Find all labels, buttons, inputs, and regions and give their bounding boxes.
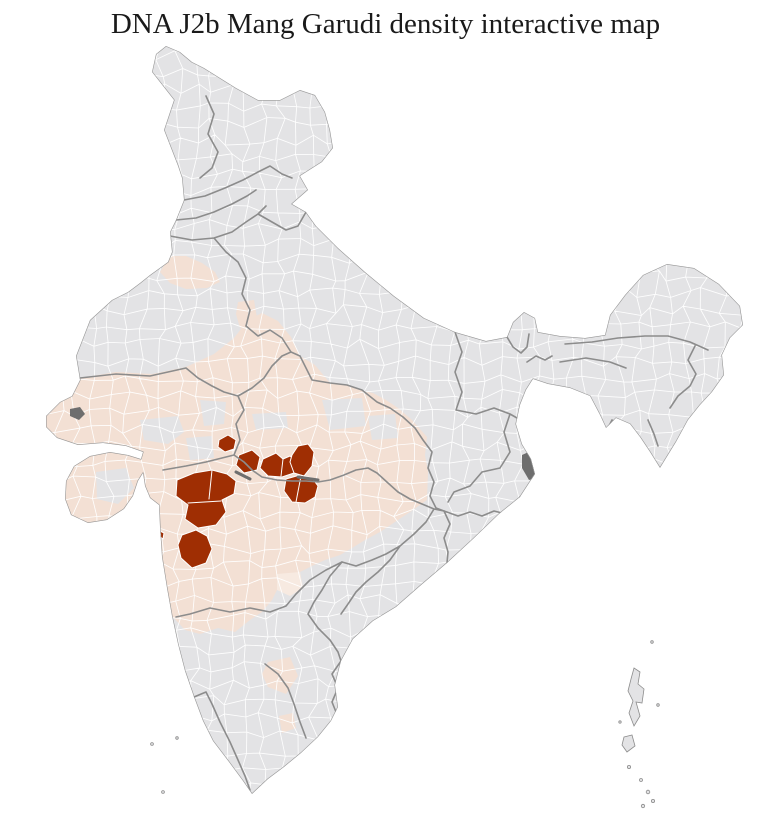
india-outline (46, 46, 743, 794)
high-density-district[interactable] (289, 443, 315, 477)
lakshadweep-islands[interactable] (150, 736, 179, 794)
no-data-district-patch[interactable] (322, 398, 366, 430)
island-dot[interactable] (645, 789, 651, 795)
state-border-central (79, 325, 445, 512)
high-density-district[interactable] (158, 530, 165, 540)
island-dot[interactable] (618, 720, 622, 724)
no-data-district-patch[interactable] (96, 468, 134, 504)
island-dot[interactable] (161, 790, 165, 794)
andaman-south-island[interactable] (621, 734, 636, 753)
island-dot[interactable] (650, 640, 654, 644)
andaman-nicobar-islands[interactable] (618, 640, 660, 809)
high-density-district[interactable] (177, 529, 213, 569)
low-density-patch-tamilnadu[interactable] (279, 713, 296, 733)
rann-of-kutch-marsh (70, 407, 85, 420)
island-dot[interactable] (640, 803, 646, 809)
state-border-thick-segments (234, 470, 320, 482)
no-data-district-patch[interactable] (200, 400, 226, 426)
island-dot[interactable] (656, 703, 660, 707)
high-density-district[interactable] (175, 469, 237, 529)
low-density-patch-agra[interactable] (236, 300, 257, 331)
district-divider-lines (187, 458, 302, 504)
island-dot[interactable] (150, 742, 154, 746)
island-dot[interactable] (651, 799, 656, 804)
island-dot[interactable] (175, 736, 179, 740)
high-density-district[interactable] (235, 449, 261, 474)
high-density-district[interactable] (217, 434, 237, 453)
state-border-east (443, 331, 521, 564)
island-dot[interactable] (639, 778, 643, 782)
high-density-districts[interactable] (158, 434, 319, 569)
low-density-patch-telangana[interactable] (277, 572, 303, 596)
page-title: DNA J2b Mang Garudi density interactive … (110, 8, 661, 40)
state-border-north (169, 95, 307, 327)
no-data-district-patch[interactable] (140, 416, 184, 444)
island-dot[interactable] (627, 765, 632, 770)
andaman-main-island[interactable] (627, 667, 645, 727)
